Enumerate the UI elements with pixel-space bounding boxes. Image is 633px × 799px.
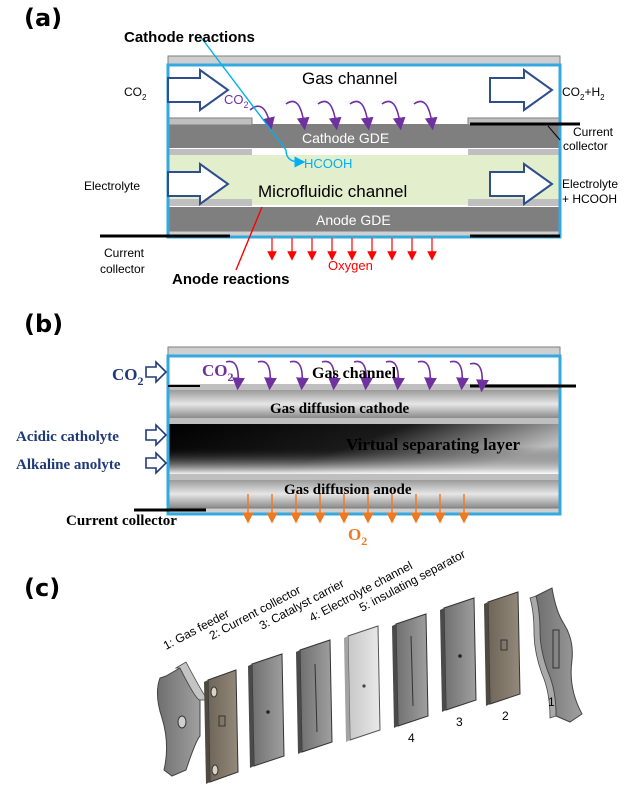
oxygen-label: Oxygen [328, 258, 373, 273]
anode-gasket-left [168, 199, 252, 206]
insulating-separator-hole [362, 684, 366, 688]
co2-h2-outlet-arrow [489, 68, 554, 112]
current-collector-window [218, 715, 226, 727]
microfluidic-channel-label: Microfluidic channel [258, 182, 407, 201]
anolyte-inlet-arrow [145, 451, 168, 475]
panel-label-a: (a) [24, 4, 63, 32]
gas-feeder-left-edge [174, 661, 209, 701]
alkaline-anolyte-label: Alkaline anolyte [16, 457, 121, 473]
catalyst-carrier-plate-right [443, 597, 477, 711]
current-collector-label-b: Current collector [66, 513, 177, 529]
anode-gasket-right [468, 199, 560, 206]
electrolyte-channel-slot-right [410, 635, 414, 707]
current-collector-plate-right-edge [484, 602, 490, 706]
anode-reactions-label: Anode reactions [172, 271, 290, 288]
virtual-separating-layer-label: Virtual separating layer [346, 435, 521, 454]
electrolyte-outlet-label-1: Electrolyte [562, 177, 618, 191]
current-collector-left-label-2: collector [100, 262, 145, 276]
gas-diffusion-anode-label: Gas diffusion anode [284, 482, 412, 498]
co2-inlet-arrow-b [145, 360, 168, 384]
gas-feeder-right-slot [552, 629, 560, 669]
current-collector-right-label-2: collector [563, 139, 608, 153]
anode-gasket-b [168, 474, 560, 480]
insulating-separator-plate [347, 625, 381, 741]
current-collector-plate-right [487, 591, 521, 705]
gas-channel-label-b: Gas channel [312, 365, 397, 382]
co2-h2-outlet-label: CO2+H2 [562, 85, 605, 102]
cathode-reactions-pointer [199, 35, 287, 151]
gas-feeder-right-edge [529, 595, 557, 719]
gas-diffusion-cathode-label: Gas diffusion cathode [270, 401, 410, 417]
panel-a: Cathode reactions Gas channel CO2 CO2+H2… [84, 29, 618, 288]
electrolyte-inlet-label: Electrolyte [84, 179, 140, 193]
anode-gde-label: Anode GDE [316, 212, 391, 228]
cell-frame [166, 63, 562, 239]
co2-purple-label: CO2 [224, 92, 249, 110]
panel-c: 1: Gas feeder 2: Current collector 3: Ca… [156, 547, 583, 784]
co2-diffusion-arrows-b [225, 360, 489, 393]
current-collector-plate-edge [204, 680, 210, 784]
cathode-gasket-left [167, 117, 253, 126]
catalyst-carrier-hole-right [458, 654, 462, 658]
gas-diffusion-cathode-band [168, 390, 560, 418]
acidic-catholyte-label: Acidic catholyte [16, 429, 119, 445]
cathode-reactions-label: Cathode reactions [124, 29, 255, 46]
co2-inlet-arrow [167, 68, 230, 112]
catalyst-carrier-plate-right-edge [440, 608, 446, 712]
insulating-separator-plate-edge [344, 636, 350, 742]
current-collector-post-top [210, 686, 218, 698]
collector-pointer-right [547, 125, 561, 141]
anode-reactions-pointer [235, 206, 263, 271]
electrolyte-outlet-arrow [489, 162, 554, 206]
part-number-3: 3 [456, 715, 463, 729]
panel-label-c: (c) [24, 574, 61, 602]
part-number-2: 2 [502, 709, 509, 723]
current-collector-window-right [500, 639, 508, 651]
electrolyte-channel-plate-edge [296, 650, 302, 754]
o2-arrows [242, 494, 470, 524]
hcooh-arrow [285, 149, 306, 168]
co2-inlet-label: CO2 [124, 85, 147, 102]
electrolyte-channel-slot [314, 663, 318, 733]
gas-channel-label: Gas channel [302, 69, 397, 88]
o2-label: O2 [348, 525, 367, 548]
part-number-4: 4 [408, 731, 415, 745]
hcooh-label: HCOOH [304, 156, 352, 171]
catholyte-inlet-arrow [145, 423, 168, 447]
virtual-separating-layer-fade [168, 424, 560, 474]
cathode-under-left [168, 149, 252, 155]
cathode-under-right [468, 149, 560, 155]
current-collector-post-bottom [211, 764, 219, 776]
electrolyte-inlet-arrow [167, 162, 230, 206]
electrolyte-outlet-label-2: + HCOOH [562, 192, 617, 206]
part-number-1: 1 [548, 695, 555, 709]
oxygen-arrows [267, 238, 437, 261]
co2-inlet-label-b: CO2 [112, 365, 144, 388]
co2-purple-label-b: CO2 [202, 361, 234, 384]
current-collector-left-label-1: Current [104, 246, 145, 260]
anode-gde-band [168, 207, 560, 231]
cathode-gde-label: Cathode GDE [302, 130, 389, 146]
catalyst-carrier-plate [251, 653, 285, 767]
current-collector-right-label-1: Current [573, 125, 614, 139]
cathode-under-b [168, 418, 560, 424]
co2-diffusion-arrows [249, 100, 438, 131]
gas-diffusion-anode-band [168, 480, 560, 508]
panel-b: CO2 CO2 Gas channel Gas diffusion cathod… [16, 346, 576, 548]
electrolyte-channel-plate-right-edge [392, 624, 398, 728]
catalyst-carrier-hole [266, 710, 270, 714]
gas-feeder-left-port [177, 715, 187, 729]
catalyst-carrier-plate-edge [248, 664, 254, 768]
panel-label-b: (b) [24, 310, 64, 338]
